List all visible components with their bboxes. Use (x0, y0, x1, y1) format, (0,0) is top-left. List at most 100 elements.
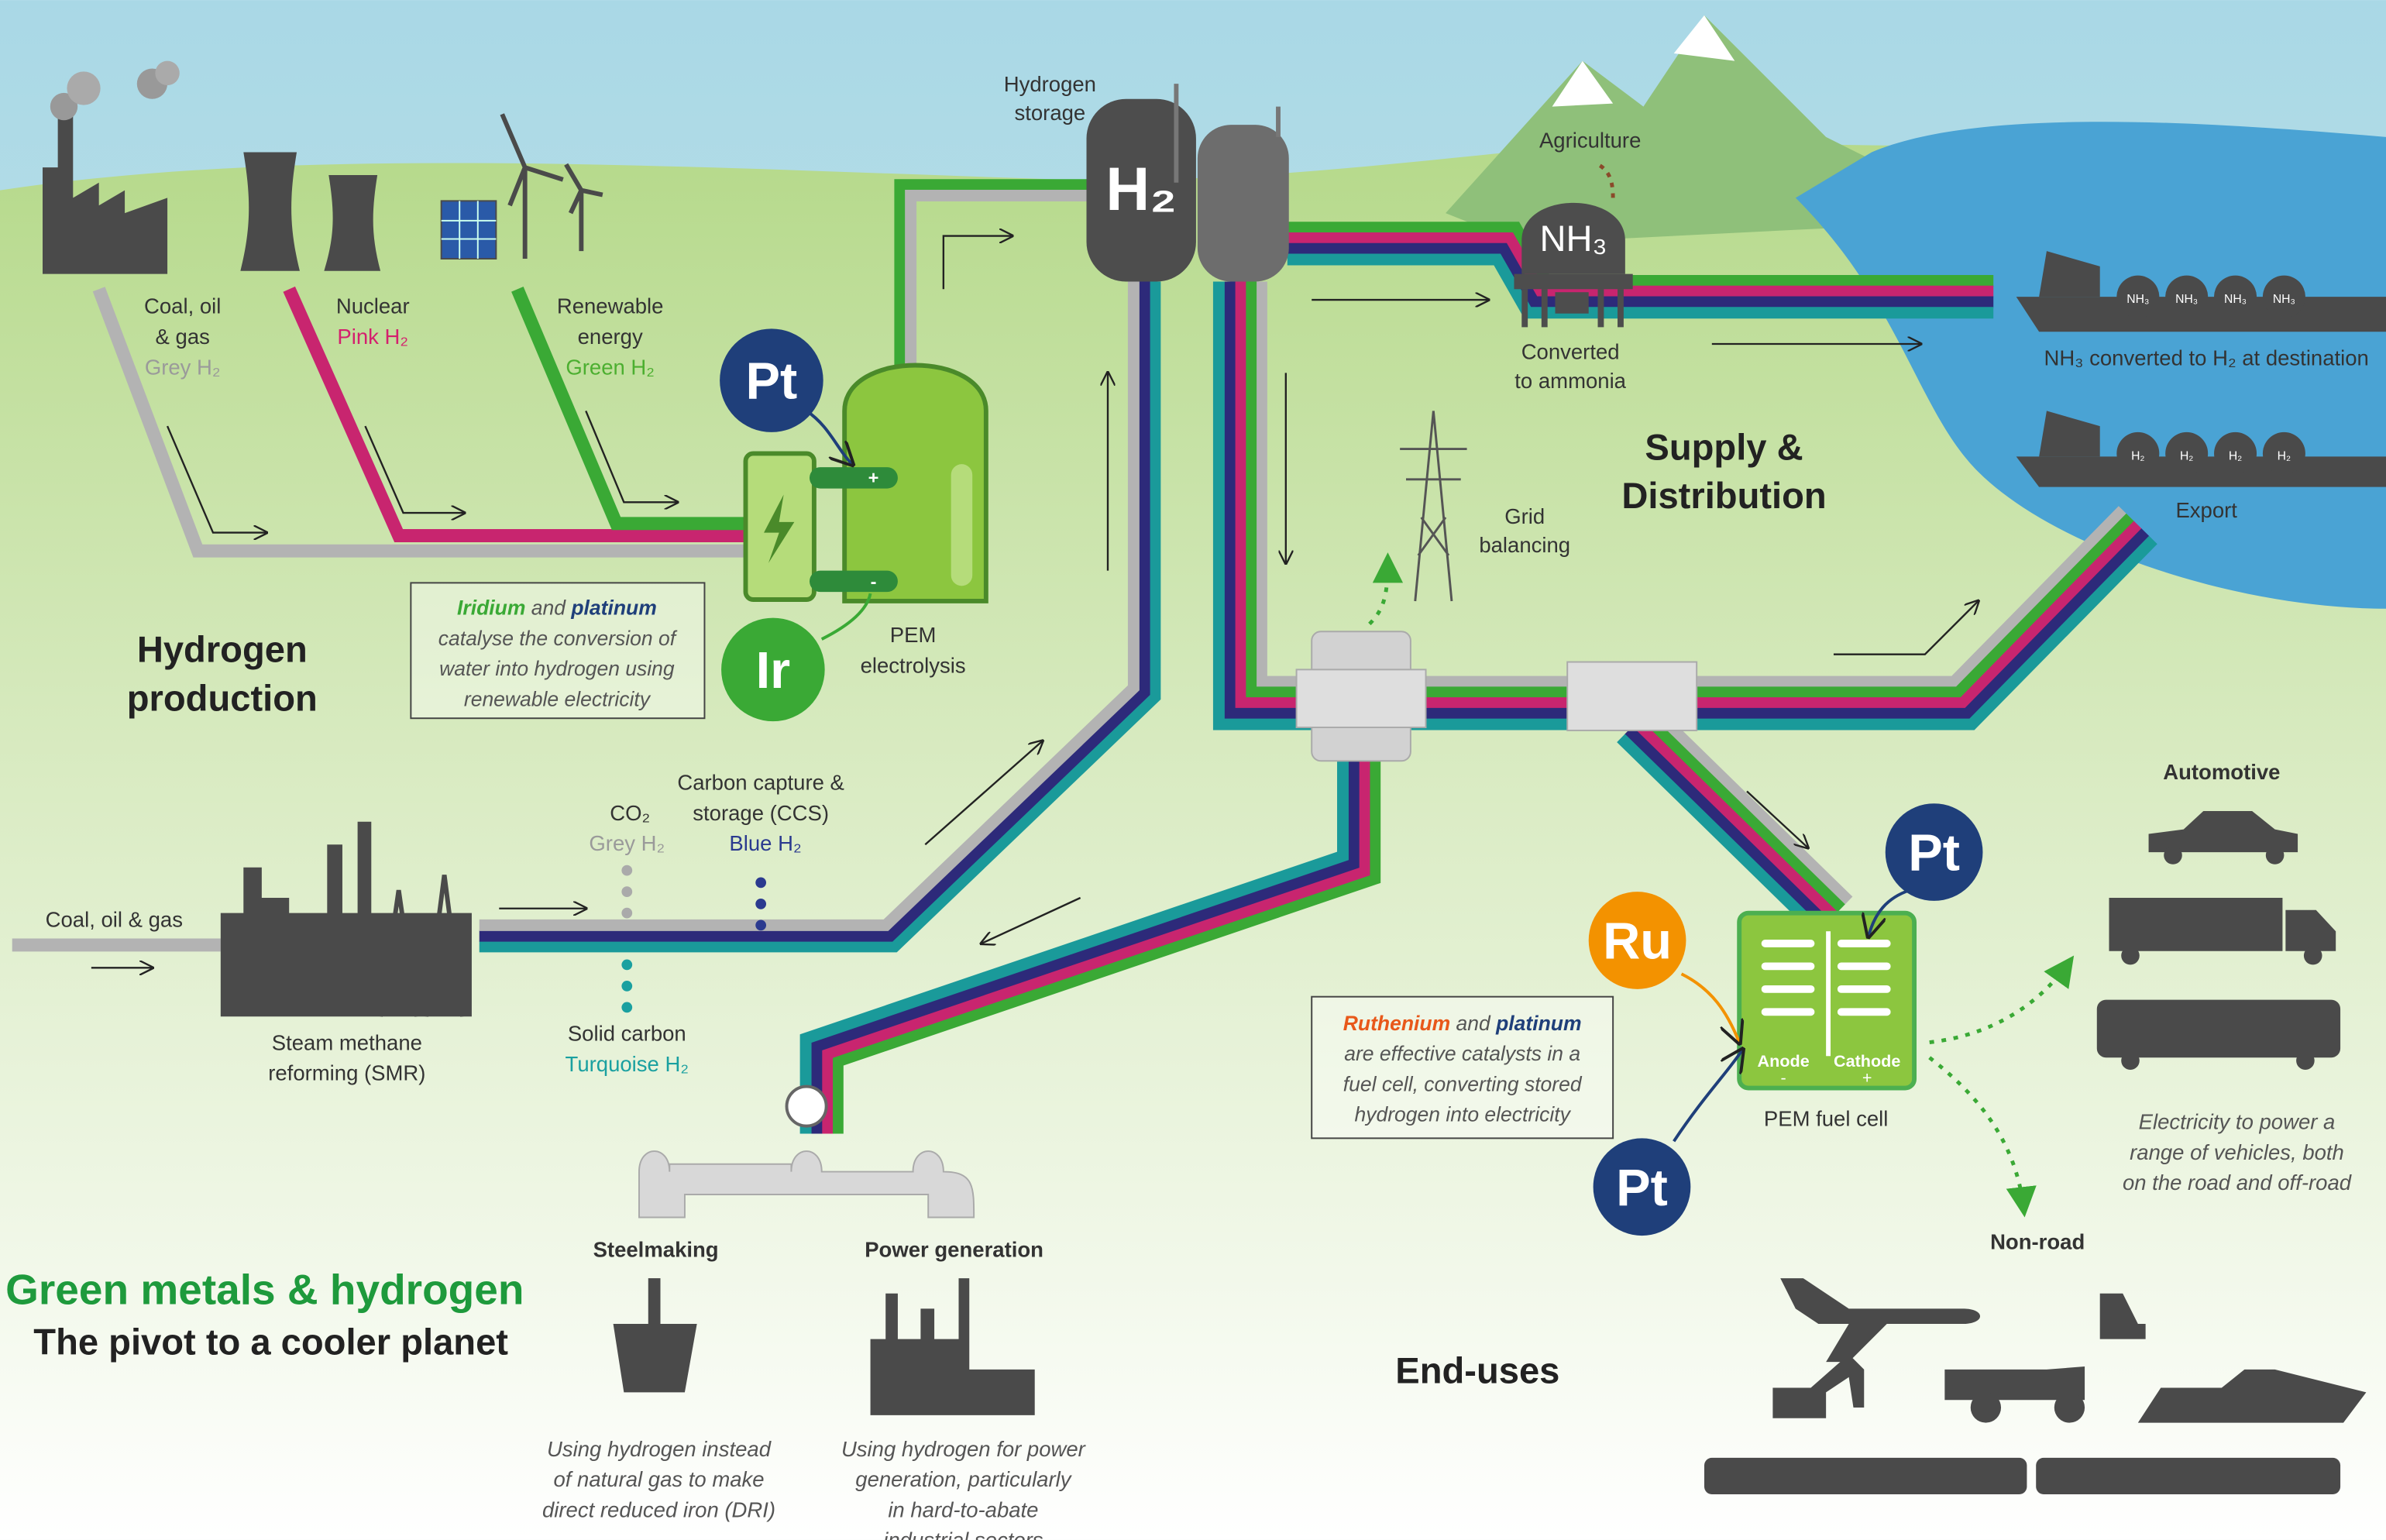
ship-tank: NH₃ (2126, 293, 2149, 306)
turquoise-h2-label: Turquoise H₂ (566, 1052, 689, 1076)
plus-label: + (1862, 1068, 1872, 1088)
shape (1514, 274, 1632, 290)
shape: fuel cell, converting stored (1343, 1072, 1583, 1095)
shape (1198, 125, 1289, 281)
ammonia-symbol: NH₃ (1539, 218, 1607, 259)
shape (755, 899, 766, 909)
shape: and (531, 596, 566, 620)
shape (2266, 846, 2285, 865)
blue-h2-label: Blue H₂ (729, 831, 801, 855)
catalyst-ru: Ru (1603, 913, 1672, 971)
shape: to ammonia (1514, 369, 1626, 393)
shape (240, 153, 300, 271)
shape (67, 71, 100, 105)
industry-label: Power generation (865, 1238, 1043, 1262)
ship-tank: NH₃ (2175, 293, 2198, 306)
shape: direct reduced iron (DRI) (542, 1497, 775, 1521)
shape (755, 920, 766, 930)
shape: water into hydrogen using (439, 657, 675, 680)
shape: Nuclear (336, 294, 410, 318)
ship-tank: H₂ (2131, 449, 2144, 462)
shape (2121, 947, 2140, 965)
shape (2054, 1392, 2085, 1422)
shape (1826, 931, 1831, 1056)
shape: platinum (1495, 1012, 1581, 1035)
terminal-minus: - (871, 571, 877, 591)
shape: storage (1014, 101, 1085, 125)
shape: Supply & (1645, 426, 1803, 467)
shape: renewable electricity (464, 688, 652, 711)
shape: Hydrogen (137, 629, 308, 670)
shape (621, 960, 632, 971)
shape (2097, 1000, 2340, 1058)
non-road-label: Non-road (1990, 1230, 2085, 1254)
shape (155, 61, 179, 85)
ship-tank: NH₃ (2224, 293, 2247, 306)
catalyst-pt: Pt (1616, 1160, 1668, 1217)
shape (1704, 1458, 2027, 1494)
shape (621, 960, 632, 1013)
smr-input: Coal, oil & gas (46, 907, 183, 931)
shape (621, 886, 632, 897)
shape (648, 1278, 661, 1324)
shape: production (127, 677, 318, 718)
header-subtitle: The pivot to a cooler planet (33, 1321, 508, 1362)
body: + - Pt Ir PEMelectrolysis H₂ Hydrogensto… (0, 0, 2386, 1540)
shape: Ruthenium (1343, 1012, 1450, 1035)
shape: Iridium (457, 596, 525, 620)
section-title: End-uses (1395, 1350, 1559, 1391)
industry-desc: Using hydrogen instead of natural gas to … (542, 1437, 775, 1522)
shape (621, 981, 632, 992)
shape (1567, 662, 1697, 730)
note-electrolysis: Iridium and platinumcatalyse the convers… (411, 583, 704, 718)
shape (442, 201, 497, 259)
shape: energy (578, 325, 643, 349)
shape (621, 865, 632, 876)
shape (2164, 846, 2182, 865)
shape: Using hydrogen for power (841, 1437, 1087, 1461)
co2-label: CO₂ (610, 801, 650, 825)
shape: Using hydrogen instead (547, 1437, 772, 1461)
shape (755, 877, 766, 888)
shape: and (1456, 1012, 1491, 1035)
shape (755, 877, 766, 930)
shape (621, 865, 632, 919)
shape: Converted (1521, 340, 1620, 364)
export-label: Export (2175, 498, 2237, 522)
catalyst-ir: Ir (756, 642, 791, 700)
nh3-ship-label: NH₃ converted to H₂ at destination (2044, 346, 2369, 370)
shape: of natural gas to make (553, 1467, 764, 1491)
shape: are effective catalysts in a (1344, 1042, 1580, 1065)
header-title: Green metals & hydrogen (5, 1265, 524, 1313)
shape (614, 1324, 697, 1392)
shape (1556, 292, 1589, 314)
shape: Electricity to power a (2139, 1110, 2336, 1134)
shape (621, 908, 632, 919)
shape (2296, 1051, 2315, 1070)
ship-tank: NH₃ (2273, 293, 2295, 306)
shape: storage (CCS) (693, 801, 829, 825)
shape: on the road and off-road (2123, 1170, 2353, 1195)
shape: Pink H₂ (337, 325, 408, 349)
catalyst-pt: Pt (746, 353, 798, 411)
page: Green metals & hydrogen {"header":{"titl… (0, 0, 2386, 1540)
shape (810, 571, 898, 593)
ship-tank: H₂ (2180, 449, 2193, 462)
terminal-plus: + (868, 468, 879, 488)
shape: PEM (890, 623, 937, 647)
shape: Grey H₂ (145, 355, 221, 379)
shape: Steam methane (272, 1030, 422, 1054)
shape: Distribution (1621, 475, 1826, 516)
ship-tank: H₂ (2278, 449, 2291, 462)
shape (2121, 1051, 2140, 1070)
shape: hydrogen into electricity (1354, 1103, 1571, 1126)
shape: Renewable (557, 294, 664, 318)
shape: Green H₂ (566, 355, 655, 379)
shape: catalyse the conversion of (438, 627, 678, 650)
shape (2036, 1458, 2340, 1494)
diagram: + - Pt Ir PEMelectrolysis H₂ Hydrogensto… (0, 0, 2386, 1540)
automotive-label: Automotive (2163, 760, 2280, 784)
catalyst-pt: Pt (1908, 825, 1960, 882)
shape: in hard-to-abate (888, 1497, 1038, 1521)
